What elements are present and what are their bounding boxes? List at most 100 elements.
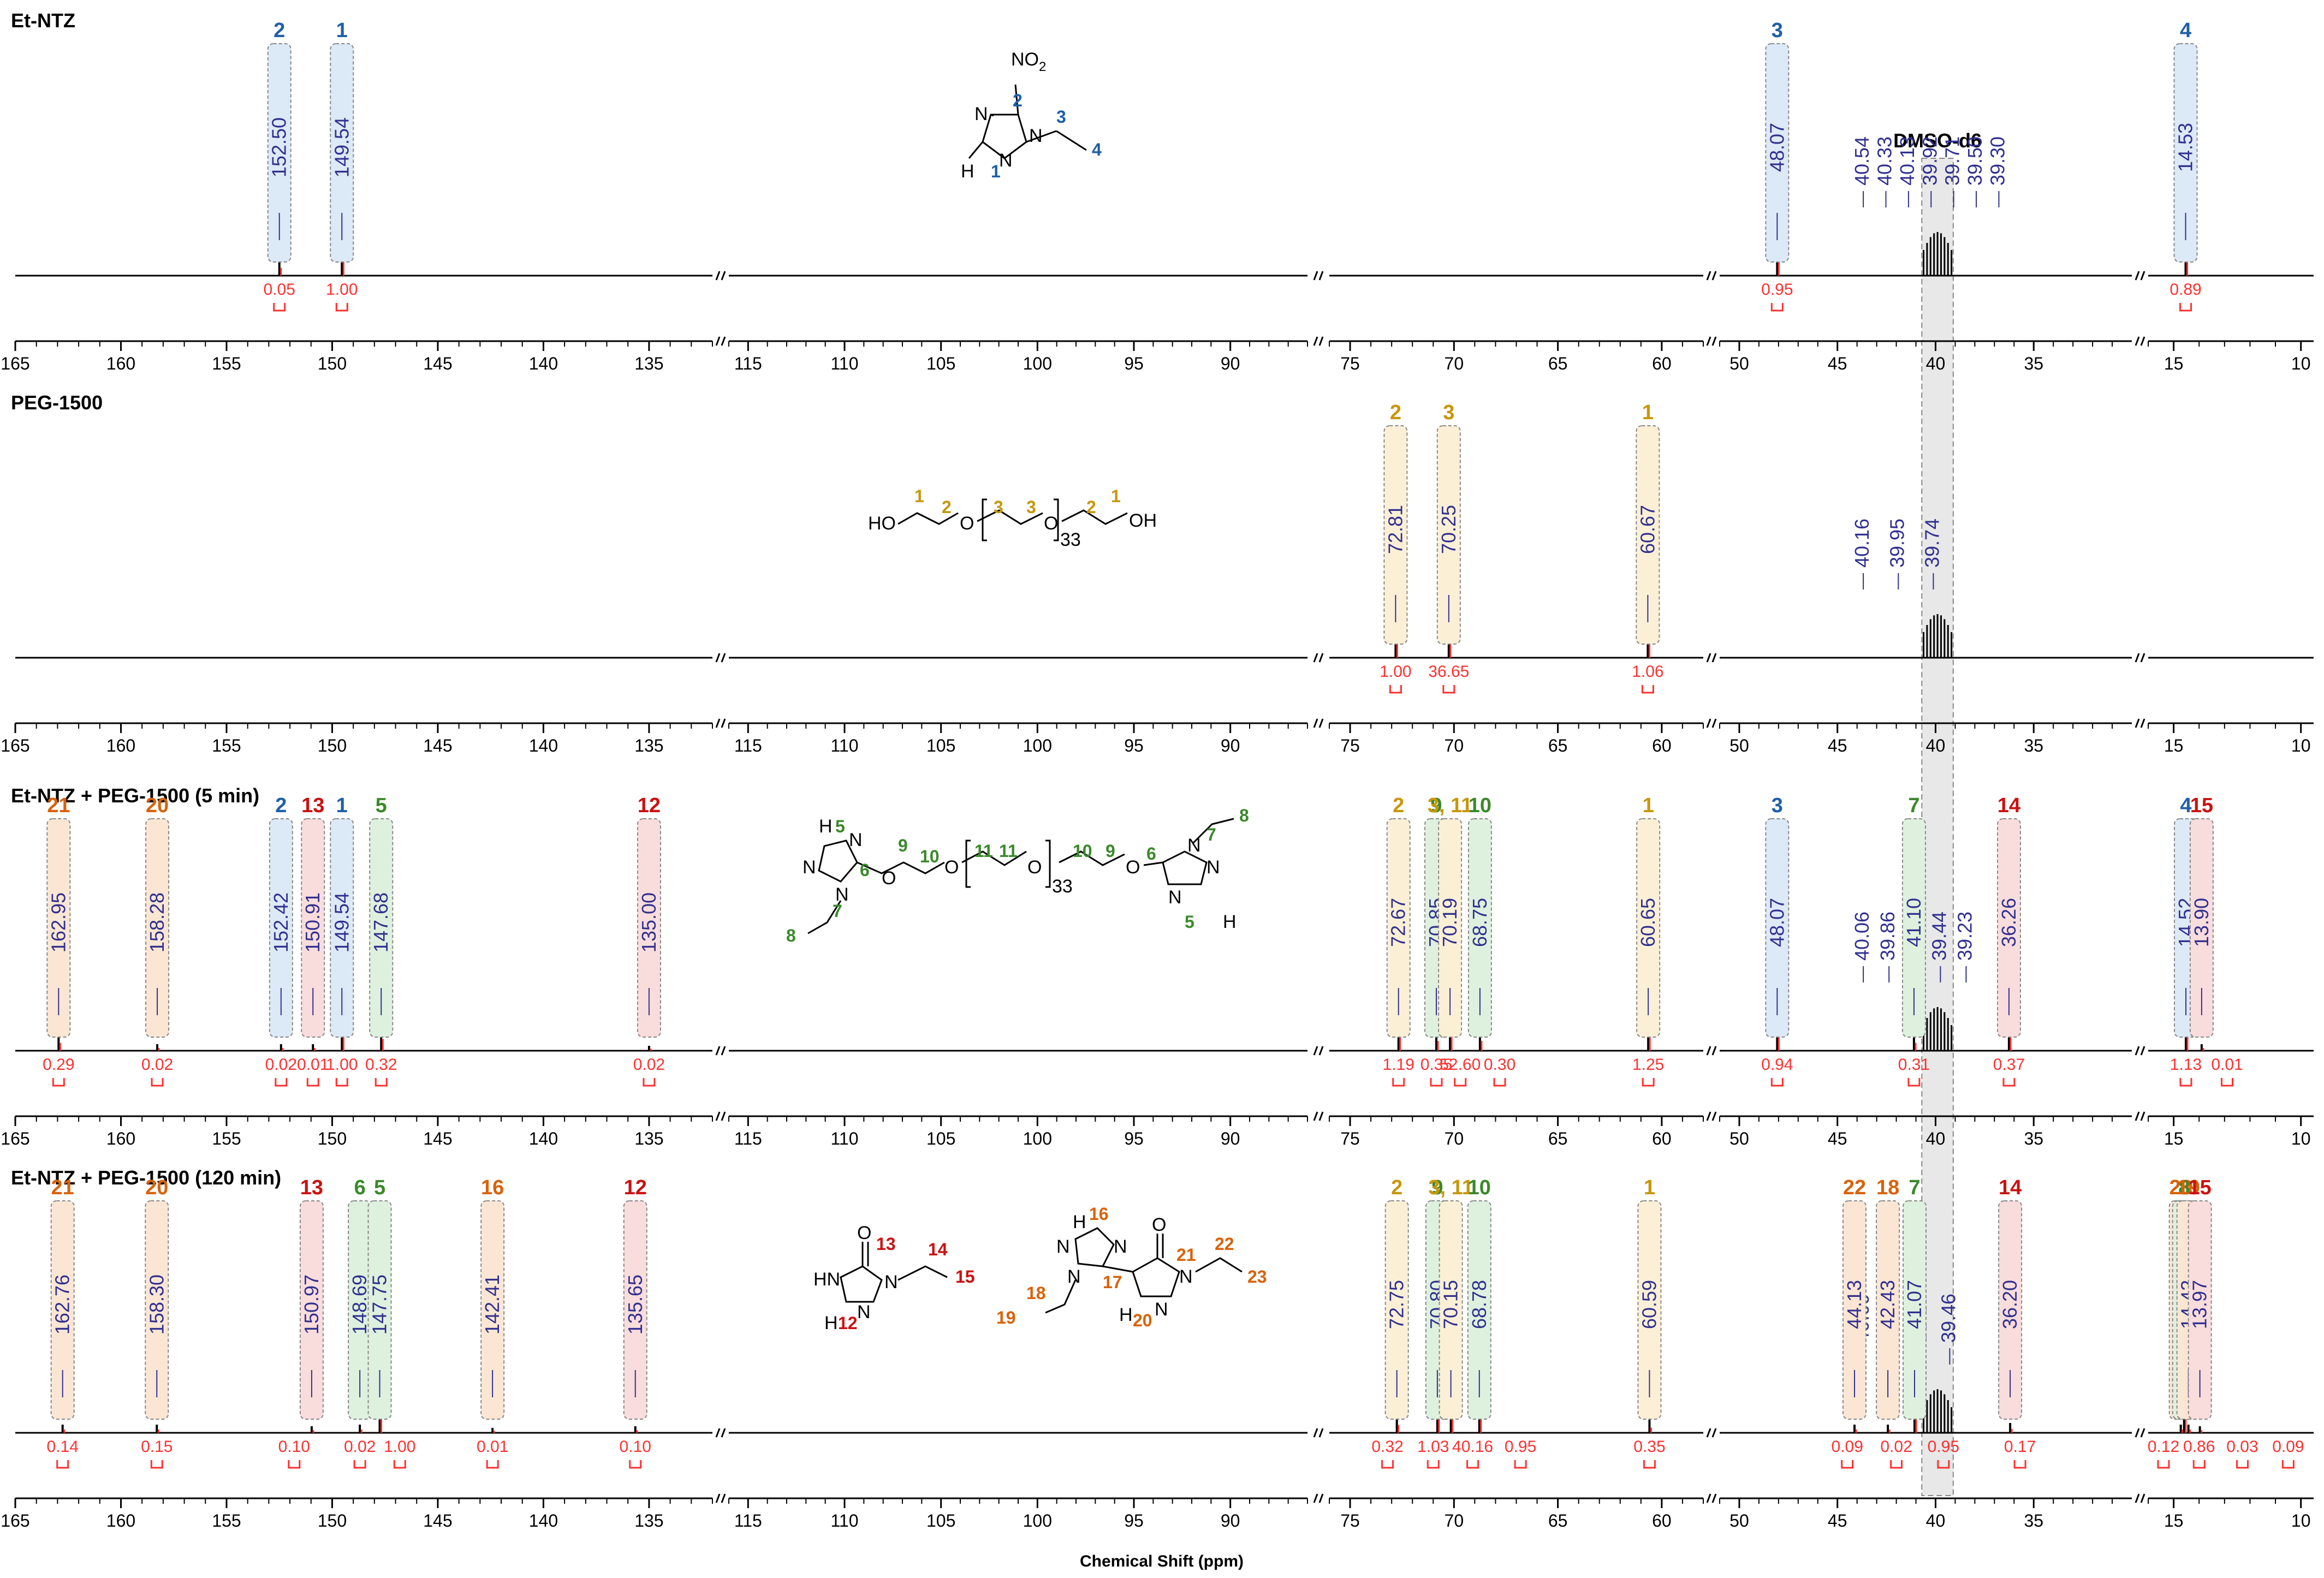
- integral-bracket: [1642, 1078, 1655, 1087]
- integral-value: 0.02: [265, 1056, 297, 1074]
- assignment-box: [369, 818, 394, 1038]
- n-atom: N: [999, 150, 1013, 171]
- axis-break-mark: [1706, 336, 1717, 346]
- assign-num: 8: [786, 926, 796, 945]
- assignment-number: 7: [1909, 1176, 1920, 1199]
- integral-bracket: [629, 1460, 642, 1469]
- tick-label: 100: [1023, 1511, 1052, 1531]
- solvent-shift-label: 39.50: [1964, 136, 1986, 186]
- assignment-box: [1436, 425, 1461, 645]
- peak-shift-label: 149.54: [330, 892, 353, 952]
- assign-num: 7: [1206, 825, 1216, 844]
- integral-value: 0.32: [365, 1056, 397, 1074]
- peak-shift-label: 36.26: [1998, 898, 2020, 947]
- peak-shift-label: 14.53: [2174, 123, 2197, 172]
- tick-label: 145: [423, 1129, 452, 1148]
- integral-bracket: [150, 1460, 163, 1469]
- assignment-box: [1438, 818, 1463, 1038]
- axis-break-mark: [2135, 718, 2145, 728]
- solvent-shift-label: 40.16: [1851, 519, 1873, 568]
- peak-shift-label: 148.69: [348, 1275, 371, 1335]
- assignment-number: 2: [275, 794, 287, 817]
- solvent-shift-label: 39.30: [1986, 136, 2008, 186]
- assignment-number: 22: [1843, 1176, 1866, 1199]
- assign-num: 11: [999, 841, 1018, 861]
- integral-bracket: [1493, 1078, 1506, 1087]
- axis-break-mark: [715, 653, 726, 663]
- peak-shift-label: 41.07: [1903, 1280, 1925, 1329]
- assign-num: 2: [1013, 91, 1023, 110]
- axis-break-mark: [715, 271, 726, 281]
- tick-label: 50: [1729, 736, 1749, 755]
- panel-title: Et-NTZ: [11, 9, 75, 32]
- tick-label: 155: [212, 736, 241, 755]
- assign-num: 9: [898, 836, 908, 855]
- peak-shift-label: 150.91: [301, 892, 324, 952]
- axis-break-mark: [1313, 1111, 1324, 1121]
- assignment-number: 9: [1430, 794, 1442, 817]
- assign-num: 17: [1103, 1272, 1122, 1292]
- integral-value: 0.09: [2272, 1438, 2304, 1456]
- h-atom: H: [1119, 1305, 1133, 1325]
- assignment-box: [1439, 1200, 1463, 1420]
- peak-shift-label: 72.81: [1384, 505, 1406, 554]
- tick-label: 145: [423, 354, 452, 373]
- assignment-number: 20: [146, 794, 169, 817]
- axis-break-mark: [2135, 1428, 2145, 1438]
- assignment-number: 4: [2180, 794, 2191, 817]
- assign-num: 6: [1146, 844, 1156, 864]
- assign-num: 23: [1247, 1267, 1267, 1287]
- integral-bracket: [2157, 1460, 2170, 1469]
- integral-bracket: [1454, 1078, 1467, 1087]
- assignment-number: 13: [301, 794, 324, 817]
- integral-value: 1.25: [1632, 1056, 1664, 1074]
- axis-break-mark: [1313, 718, 1324, 728]
- assignment-number: 6: [354, 1176, 366, 1199]
- peak-shift-label: 162.95: [47, 892, 69, 952]
- assign-num: 13: [876, 1234, 896, 1254]
- integral-value: 0.02: [1880, 1438, 1912, 1456]
- assignment-box: [1903, 1200, 1927, 1420]
- integral-value: 1.19: [1383, 1056, 1414, 1074]
- integral-value: 0.03: [2226, 1438, 2258, 1456]
- integral-value: 0.09: [1831, 1438, 1863, 1456]
- tick-label: 45: [1828, 736, 1847, 755]
- tick-label: 145: [423, 1511, 452, 1531]
- assign-num: 18: [1026, 1283, 1046, 1303]
- tick-label: 70: [1445, 736, 1464, 755]
- structure-et-ntz: NO2 N N N H 2 3 4 1: [961, 49, 1102, 182]
- assignment-box: [50, 1200, 75, 1420]
- integral-value: 0.17: [2004, 1438, 2036, 1456]
- assignment-number: 3: [1443, 401, 1454, 424]
- n-atom: N: [857, 1302, 871, 1323]
- tick-label: 155: [212, 1511, 241, 1531]
- assignment-number: 3: [1772, 794, 1783, 817]
- tick-label: 40: [1926, 1129, 1946, 1148]
- assignment-box: [367, 1200, 392, 1420]
- axis-break-mark: [1706, 1428, 1717, 1438]
- axis-break-mark: [715, 718, 726, 728]
- integral-bracket: [1427, 1460, 1440, 1469]
- integral-value: 36.65: [1428, 663, 1469, 681]
- axis-break-mark: [1313, 336, 1324, 346]
- tick-label: 140: [529, 354, 558, 373]
- axis-break-mark: [1313, 271, 1324, 281]
- assign-num: 11: [974, 841, 993, 861]
- solvent-shift-label: 39.71: [1941, 136, 1964, 186]
- n-atom: N: [1029, 126, 1043, 146]
- integral-bracket: [335, 303, 348, 312]
- peak-shift-label: 152.50: [268, 117, 290, 177]
- integral-value: 0.02: [344, 1438, 376, 1456]
- integral-bracket: [375, 1078, 388, 1087]
- integral-value: 52.60: [1440, 1056, 1481, 1074]
- assignment-box: [46, 818, 71, 1038]
- peak-shift-label: 70.25: [1437, 505, 1460, 554]
- n-atom: N: [1206, 857, 1220, 878]
- peak-shift-label: 36.20: [1999, 1280, 2021, 1329]
- tick-label: 145: [423, 736, 452, 755]
- integral-value: 0.95: [1505, 1438, 1536, 1456]
- assignment-number: 5: [374, 1176, 385, 1199]
- integral-value: 0.86: [2183, 1438, 2215, 1456]
- axis-break-mark: [715, 1111, 726, 1121]
- integral-bracket: [52, 1078, 65, 1087]
